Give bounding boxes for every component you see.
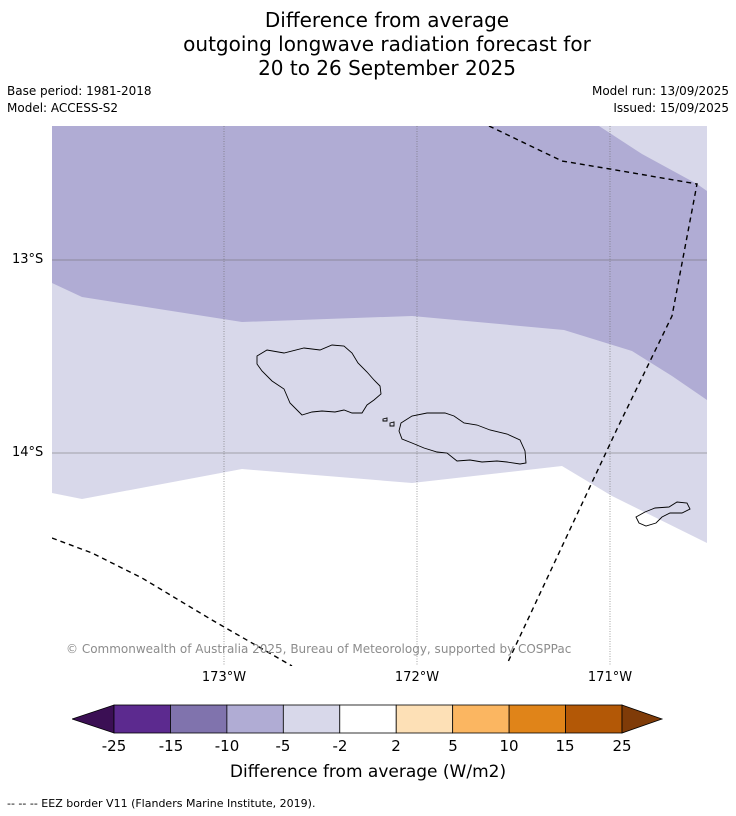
islands xyxy=(256,344,691,527)
lon-label-171w: 171°W xyxy=(587,670,633,685)
colorbar-extend-low xyxy=(72,704,115,734)
title-line-3: 20 to 26 September 2025 xyxy=(258,56,516,80)
colorbar-segment xyxy=(226,704,284,734)
colorbar-segment xyxy=(113,704,171,734)
base-period: Base period: 1981-2018 xyxy=(7,84,152,98)
copyright-text: © Commonwealth of Australia 2025, Bureau… xyxy=(66,642,571,656)
map-title: Difference from average outgoing longwav… xyxy=(0,8,736,80)
lat-label-13s: 13°S xyxy=(12,252,44,267)
model-run: Model run: 13/09/2025 xyxy=(591,84,729,98)
colorbar-tick: 15 xyxy=(555,737,575,755)
island-tutuila xyxy=(635,501,691,527)
lon-label-172w: 172°W xyxy=(394,670,440,685)
colorbar-tick: -10 xyxy=(214,737,240,755)
colorbar-segments xyxy=(113,704,623,734)
eez-borders xyxy=(52,126,698,666)
colorbar-segment xyxy=(339,704,397,734)
colorbar-tick: 2 xyxy=(391,737,401,755)
lon-label-173w: 173°W xyxy=(201,670,247,685)
colorbar-tick: -25 xyxy=(101,737,127,755)
map-panel: © Commonwealth of Australia 2025, Bureau… xyxy=(52,126,707,666)
colorbar-label: Difference from average (W/m2) xyxy=(229,762,507,782)
colorbar-extend-high xyxy=(621,704,664,734)
colorbar-segment xyxy=(170,704,228,734)
colorbar-segment xyxy=(282,704,341,734)
colorbar xyxy=(72,704,664,734)
model-name: Model: ACCESS-S2 xyxy=(7,101,119,115)
island-upolu xyxy=(398,412,527,465)
island-manono xyxy=(382,417,388,422)
island-savaii xyxy=(256,344,382,416)
colorbar-segment xyxy=(452,704,510,734)
colorbar-segment xyxy=(565,704,623,734)
colorbar-tick: 25 xyxy=(612,737,632,755)
meta-right: Model run: 13/09/2025 Issued: 15/09/2025 xyxy=(592,83,729,117)
colorbar-segment xyxy=(395,704,454,734)
eez-legend-note: -- -- -- EEZ border V11 (Flanders Marine… xyxy=(7,797,316,810)
colorbar-segment xyxy=(508,704,566,734)
title-line-2: outgoing longwave radiation forecast for xyxy=(183,32,591,56)
meta-left: Base period: 1981-2018 Model: ACCESS-S2 xyxy=(7,83,152,117)
gridlines xyxy=(52,126,707,666)
colorbar-tick: 5 xyxy=(448,737,458,755)
lat-label-14s: 14°S xyxy=(12,445,44,460)
island-apolima xyxy=(389,421,395,427)
issued-date: Issued: 15/09/2025 xyxy=(613,101,729,115)
colorbar-tick: -15 xyxy=(158,737,184,755)
eez-border-north xyxy=(488,126,698,665)
colorbar-tick: -5 xyxy=(275,737,291,755)
title-line-1: Difference from average xyxy=(264,8,510,32)
colorbar-tick: -2 xyxy=(332,737,348,755)
shading-mid xyxy=(52,126,707,400)
eez-border-southwest xyxy=(52,537,293,666)
colorbar-tick: 10 xyxy=(499,737,519,755)
